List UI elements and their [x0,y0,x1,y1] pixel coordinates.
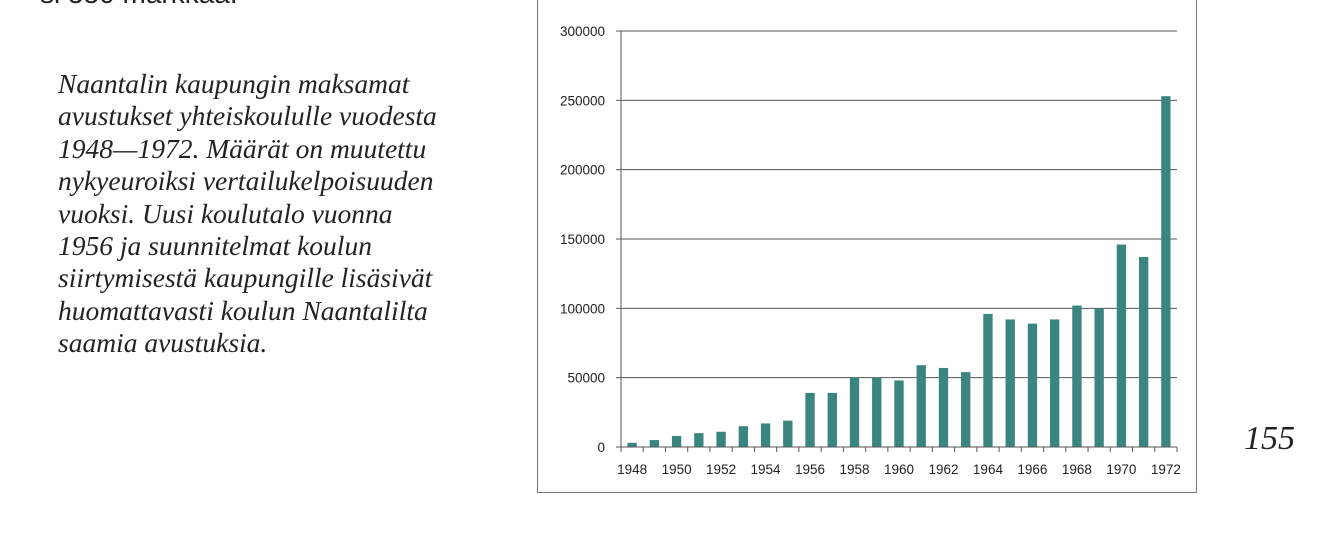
caption-line: 1948—1972. Määrät on muutettu [58,132,427,164]
chart-frame [537,0,1197,493]
x-tick-label: 1968 [1062,462,1092,477]
bar [627,442,637,447]
caption-line: siirtymisestä kaupungille lisäsivät [58,262,433,294]
previous-text-fragment: si 550 markkaa. [40,0,238,10]
x-tick-label: 1960 [884,462,914,477]
y-tick-label: 150000 [560,232,605,247]
bar [1027,323,1038,447]
bar [649,440,660,447]
x-tick-label: 1950 [662,462,692,477]
caption-line: 1956 ja suunnitelmat koulun [58,230,372,262]
bar [916,365,926,447]
bar [1161,96,1171,447]
x-tick-label: 1972 [1151,462,1181,477]
bar [738,426,748,447]
bar [827,392,837,447]
bar [760,423,771,447]
bar [783,420,793,447]
bar [1138,257,1149,447]
y-tick-label: 200000 [560,163,605,178]
x-tick-label: 1952 [706,462,736,477]
bar [983,313,993,447]
caption-line: vuoksi. Uusi koulutalo vuonna [58,197,393,229]
x-tick-label: 1966 [1017,462,1047,477]
caption-line: nykyeuroiksi vertailukelpoisuuden [58,165,434,197]
bar [1094,308,1104,447]
bar [1072,305,1082,447]
bar [1116,244,1127,447]
caption-line: saamia avustuksia. [58,327,268,359]
x-tick-label: 1958 [839,462,869,477]
y-tick-label: 100000 [560,301,605,316]
bar [872,377,882,447]
caption-line: huomattavasti koulun Naantalilta [58,294,428,326]
figure-caption: Naantalin kaupungin maksamat avustukset … [58,68,508,360]
y-tick-label: 300000 [560,24,605,39]
bar [716,431,726,447]
y-tick-label: 250000 [560,93,605,108]
x-tick-label: 1948 [617,462,647,477]
bar [1050,319,1060,447]
bar [671,435,682,447]
bar [694,433,704,447]
x-tick-label: 1962 [928,462,958,477]
y-tick-label: 50000 [567,371,605,386]
x-tick-label: 1956 [795,462,825,477]
y-tick-label: 0 [597,440,605,455]
bar [805,392,815,447]
x-tick-label: 1954 [751,462,782,477]
caption-line: Naantalin kaupungin maksamat [58,68,410,99]
bar [849,377,860,447]
x-tick-label: 1964 [973,462,1004,477]
bar-chart: 0 50000 100000 150000 200000 250000 300000 1948… [560,24,1181,477]
bar [961,372,971,447]
x-tick-label: 1970 [1106,462,1136,477]
bar [938,367,949,447]
caption-line: avustukset yhteiskoululle vuodesta [58,100,437,132]
bar [1005,319,1015,447]
bar [894,380,904,447]
page-number: 155 [1244,420,1295,457]
